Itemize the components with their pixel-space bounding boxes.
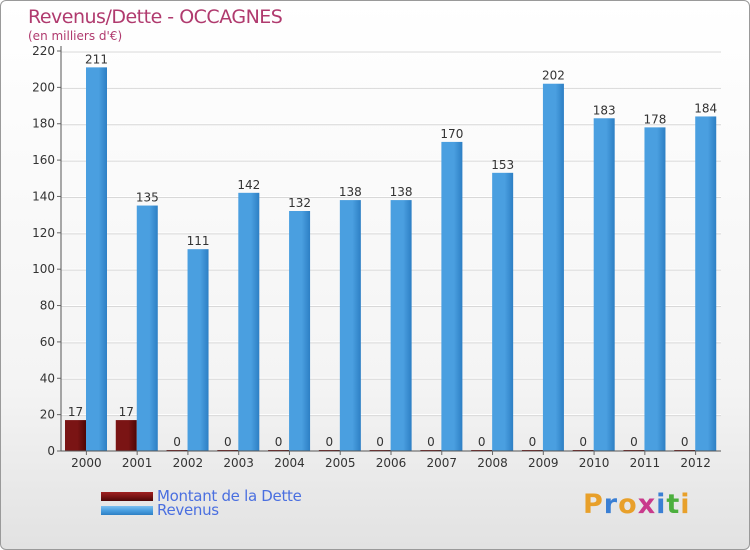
logo-letter: i	[680, 489, 691, 520]
value-label-revenue: 135	[136, 191, 159, 205]
value-label-revenue: 138	[339, 185, 362, 199]
value-label-debt: 0	[275, 435, 283, 449]
value-label-debt: 0	[478, 435, 486, 449]
value-label-revenue: 184	[694, 101, 717, 115]
value-label-debt: 0	[681, 435, 689, 449]
bar-revenue	[542, 83, 564, 452]
legend-label-revenue: Revenus	[157, 501, 219, 519]
bar-revenue	[339, 200, 361, 451]
value-label-debt: 0	[529, 435, 537, 449]
bar-revenue	[238, 192, 260, 451]
y-tick-label: 100	[32, 262, 55, 276]
value-label-revenue: 111	[187, 234, 210, 248]
value-label-debt: 0	[579, 435, 587, 449]
value-label-debt: 0	[427, 435, 435, 449]
value-label-debt: 0	[376, 435, 384, 449]
bar-revenue	[390, 200, 412, 451]
logo-letter: t	[666, 489, 681, 520]
y-tick-label: 220	[32, 44, 55, 58]
value-label-revenue: 132	[288, 196, 311, 210]
value-label-revenue: 142	[237, 178, 260, 192]
y-tick-label: 200	[32, 80, 55, 94]
bar-revenue	[644, 127, 666, 451]
y-tick-label: 0	[47, 444, 55, 458]
value-label-revenue: 183	[593, 103, 616, 117]
y-tick-label: 60	[40, 335, 55, 349]
x-tick-label: 2009	[528, 456, 559, 470]
x-tick-label: 2001	[122, 456, 153, 470]
x-tick-label: 2010	[579, 456, 610, 470]
y-tick-label: 80	[40, 299, 55, 313]
legend-swatch-revenue	[101, 505, 153, 515]
bar-revenue	[695, 116, 717, 452]
value-label-debt: 17	[119, 405, 134, 419]
logo-letter: P	[583, 489, 604, 520]
logo-letter: x	[637, 489, 657, 520]
value-label-debt: 0	[630, 435, 638, 449]
legend-swatch-debt	[101, 491, 153, 501]
x-tick-label: 2007	[426, 456, 457, 470]
x-tick-label: 2011	[630, 456, 661, 470]
y-tick-label: 180	[32, 117, 55, 131]
bar-revenue	[593, 118, 615, 451]
chart-title: Revenus/Dette - OCCAGNES	[28, 6, 283, 28]
value-label-debt: 17	[68, 405, 83, 419]
bar-revenue	[86, 67, 107, 451]
x-tick-label: 2004	[274, 456, 305, 470]
x-tick-label: 2012	[680, 456, 711, 470]
bar-revenue	[289, 211, 311, 451]
bar-revenue	[441, 141, 463, 451]
y-tick-label: 140	[32, 189, 55, 203]
value-label-revenue: 170	[440, 127, 463, 141]
y-tick-label: 160	[32, 153, 55, 167]
value-label-revenue: 178	[644, 112, 667, 126]
legend-item-revenue: Revenus	[101, 501, 219, 519]
value-label-debt: 0	[173, 435, 181, 449]
chart-subtitle: (en milliers d'€)	[28, 29, 123, 43]
legend-item-debt: Montant de la Dette	[101, 487, 302, 505]
bar-revenue	[492, 172, 514, 451]
bar-debt	[65, 420, 86, 451]
x-tick-label: 2006	[376, 456, 407, 470]
value-label-debt: 0	[224, 435, 232, 449]
bar-revenue	[136, 205, 158, 451]
x-tick-label: 2008	[477, 456, 508, 470]
logo-letter: i	[656, 489, 667, 520]
logo-letter: o	[618, 489, 638, 520]
value-label-revenue: 138	[390, 185, 413, 199]
value-label-revenue: 202	[542, 69, 565, 83]
proxiti-logo: Proxiti	[583, 489, 691, 520]
x-tick-label: 2005	[325, 456, 356, 470]
logo-letter: r	[603, 489, 619, 520]
x-tick-label: 2002	[173, 456, 204, 470]
value-label-revenue: 153	[491, 158, 514, 172]
y-tick-label: 20	[40, 408, 55, 422]
bar-revenue	[187, 249, 209, 451]
x-tick-label: 2003	[223, 456, 254, 470]
value-label-debt: 0	[326, 435, 334, 449]
y-tick-label: 40	[40, 371, 55, 385]
legend-label-debt: Montant de la Dette	[157, 487, 302, 505]
x-tick-label: 2000	[71, 456, 102, 470]
bar-debt	[115, 420, 137, 451]
y-tick-label: 120	[32, 226, 55, 240]
value-label-revenue: 211	[85, 52, 108, 66]
